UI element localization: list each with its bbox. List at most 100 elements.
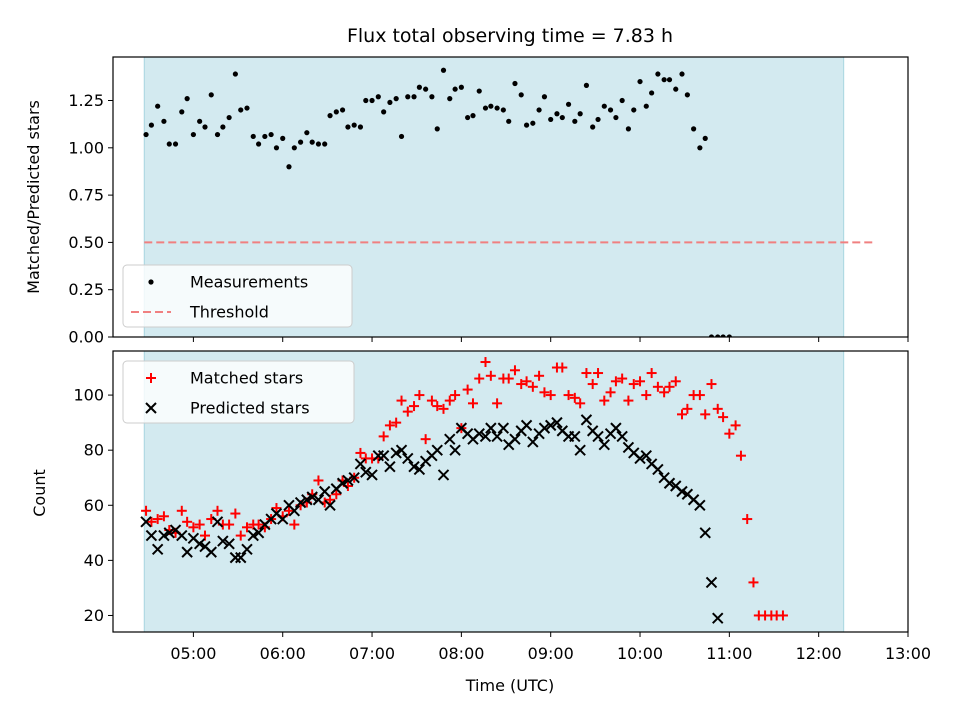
y-tick-label: 1.00 — [68, 138, 104, 157]
matched-star-point — [378, 431, 389, 442]
measurement-point — [577, 111, 583, 117]
measurement-point — [488, 103, 494, 109]
measurement-point — [202, 124, 208, 130]
measurement-point — [679, 71, 685, 77]
measurement-point — [452, 86, 458, 92]
predicted-star-point — [544, 419, 557, 432]
measurement-point — [595, 116, 601, 123]
predicted-star-point — [277, 513, 289, 525]
measurement-point — [465, 114, 471, 121]
legend: Matched stars Predicted stars — [122, 360, 355, 424]
measurement-point — [482, 105, 489, 111]
predicted-star-point — [318, 485, 331, 498]
measurement-point — [697, 145, 703, 151]
legend-dot-marker — [148, 279, 154, 285]
measurement-point — [250, 133, 256, 140]
measurement-point — [440, 67, 447, 73]
measurement-point — [172, 141, 179, 147]
measurement-point — [559, 114, 565, 121]
measurement-point — [518, 92, 524, 98]
matched-star-point — [325, 494, 336, 505]
measurement-point — [398, 133, 405, 140]
predicted-star-point — [610, 422, 622, 434]
measurement-point — [322, 141, 328, 147]
measurement-point — [315, 141, 322, 147]
predicted-star-point — [158, 529, 170, 542]
matched-star-point — [659, 387, 670, 398]
matched-star-point — [253, 519, 264, 530]
matched-star-point — [575, 398, 586, 409]
measurement-point — [405, 94, 411, 100]
matched-star-point — [420, 434, 431, 445]
matched-star-point — [200, 530, 211, 541]
predicted-star-point — [217, 535, 229, 547]
measurement-point — [470, 113, 476, 119]
measurement-point — [607, 107, 614, 113]
measurement-point — [363, 97, 369, 104]
measurement-point — [565, 101, 572, 107]
measurement-point — [655, 71, 661, 77]
predicted-star-point — [408, 460, 420, 473]
predicted-star-point — [520, 419, 533, 432]
measurement-point — [684, 92, 690, 98]
matched-star-point — [700, 409, 711, 420]
predicted-star-point — [437, 469, 450, 481]
measurement-point — [345, 124, 351, 130]
measurement-point — [590, 124, 596, 130]
matched-star-point — [610, 376, 621, 387]
x-tick-label: 07:00 — [349, 644, 395, 663]
matched-star-point — [283, 505, 294, 516]
measurement-point — [715, 334, 721, 337]
measurement-point — [273, 145, 280, 151]
legend-label: Measurements — [190, 273, 308, 292]
measurement-point — [381, 109, 387, 115]
matched-star-point — [534, 370, 545, 381]
x-tick-label: 06:00 — [260, 644, 306, 663]
legend: Measurements Threshold — [122, 264, 353, 328]
predicted-star-point — [444, 433, 456, 445]
measurement-point — [148, 122, 155, 128]
matched-star-point — [712, 403, 723, 414]
matched-star-point — [718, 412, 729, 423]
measurement-point — [554, 111, 560, 117]
measurement-point — [666, 77, 673, 83]
matched-star-point — [539, 387, 550, 398]
matched-star-point — [331, 489, 342, 500]
predicted-star-point — [163, 527, 175, 539]
x-axis-label: Time (UTC) — [465, 676, 554, 695]
chart-title: Flux total observing time = 7.83 h — [347, 25, 673, 47]
y-tick-label: 0.25 — [68, 280, 104, 299]
matched-star-point — [141, 505, 152, 516]
measurement-point — [625, 126, 632, 132]
measurement-point — [238, 107, 244, 113]
matched-star-point — [617, 373, 628, 384]
measurement-point — [226, 114, 232, 121]
matched-star-point — [492, 398, 503, 409]
measurement-point — [333, 109, 339, 115]
measurement-point — [268, 131, 274, 138]
matched-star-point — [224, 519, 235, 530]
predicted-star-point — [324, 499, 336, 511]
matched-star-point — [444, 395, 455, 406]
predicted-star-point — [145, 529, 158, 542]
measurement-point — [155, 103, 161, 109]
measurement-point — [416, 84, 422, 90]
matched-star-point — [635, 376, 646, 387]
x-tick-label: 08:00 — [438, 644, 484, 663]
predicted-star-point — [634, 452, 646, 465]
measurement-point — [613, 114, 619, 121]
measurement-point — [375, 94, 381, 100]
matched-star-point — [313, 475, 324, 486]
measurement-point — [572, 118, 578, 124]
predicted-star-point — [288, 505, 301, 517]
predicted-star-point — [569, 430, 581, 443]
measurement-point — [262, 133, 268, 140]
matched-star-point — [742, 514, 753, 525]
measurement-point — [411, 94, 417, 100]
matched-star-point — [735, 450, 746, 461]
measurement-point — [280, 135, 286, 141]
predicted-star-point — [342, 474, 354, 487]
measurement-point — [661, 77, 667, 83]
matched-star-point — [402, 406, 413, 417]
